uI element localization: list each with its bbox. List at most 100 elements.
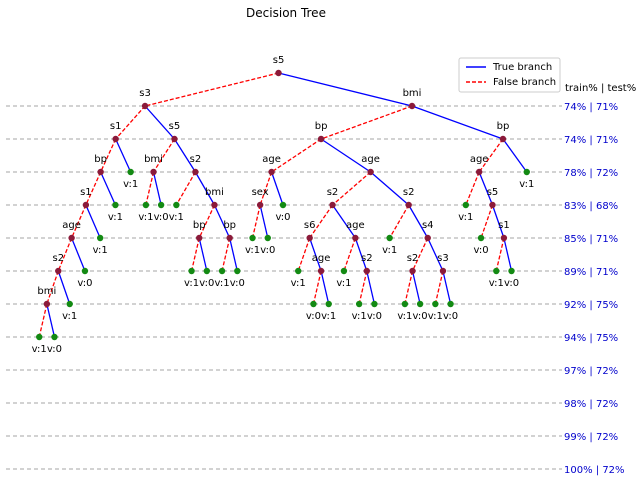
split-feature-label: s6: [304, 220, 316, 231]
leaf-node: [508, 267, 515, 275]
false-branch-edge: [332, 171, 372, 206]
leaf-value-label: v:0: [230, 278, 245, 289]
split-feature-label: bmi: [37, 286, 56, 297]
leaf-node: [477, 234, 485, 242]
leaf-value-label: v:1: [62, 311, 77, 322]
split-feature-label: s2: [52, 253, 64, 264]
split-node: [171, 135, 178, 143]
split-node: [97, 168, 104, 176]
leaf-node: [203, 267, 211, 275]
depth-accuracy-label: 74% | 71%: [564, 102, 618, 113]
leaf-value-label: v:1: [108, 212, 123, 223]
true-branch-edge: [309, 237, 322, 272]
leaf-node: [264, 234, 271, 242]
split-feature-label: bp: [315, 121, 328, 132]
split-node: [475, 168, 483, 176]
split-node: [55, 267, 62, 275]
true-branch-edge: [502, 138, 528, 173]
split-node: [112, 135, 119, 143]
depth-accuracy-label: 74% | 71%: [564, 135, 618, 146]
false-branch-edge: [144, 72, 279, 107]
split-node: [363, 267, 370, 275]
false-branch-edge: [221, 237, 231, 272]
split-feature-label: s4: [422, 220, 434, 231]
leaf-node: [66, 300, 73, 308]
leaf-value-label: v:0: [275, 212, 290, 223]
leaf-value-label: v:0: [474, 245, 489, 256]
depth-accuracy-label: 97% | 72%: [564, 366, 618, 377]
false-branch-edge: [478, 138, 504, 173]
leaf-node: [234, 267, 241, 275]
split-feature-label: s2: [403, 187, 415, 198]
split-node: [196, 234, 203, 242]
split-node: [405, 201, 412, 209]
leaf-node: [432, 300, 439, 308]
leaf-value-label: v:0: [260, 245, 275, 256]
leaf-value-label: v:1: [93, 245, 108, 256]
true-branch-edge: [320, 138, 371, 173]
split-feature-label: s2: [361, 253, 373, 264]
tree-edges: [38, 72, 528, 338]
split-node: [317, 267, 325, 275]
split-node: [352, 234, 359, 242]
leaf-node: [355, 300, 363, 308]
split-node: [367, 168, 374, 176]
split-node: [68, 234, 75, 242]
split-feature-label: s2: [190, 154, 202, 165]
depth-accuracy-label: 78% | 72%: [564, 168, 618, 179]
split-feature-label: s5: [169, 121, 181, 132]
false-branch-edge: [190, 237, 200, 272]
true-branch-edge: [411, 270, 421, 305]
depth-accuracy-label: 98% | 72%: [564, 399, 618, 410]
false-branch-edge: [389, 204, 410, 239]
true-branch-edge: [320, 270, 330, 305]
leaf-value-label: v:1: [169, 212, 184, 223]
split-feature-label: bp: [193, 220, 206, 231]
false-branch-edge: [271, 138, 322, 173]
leaf-node: [325, 300, 332, 308]
leaf-value-label: v:1: [32, 344, 47, 355]
split-node: [408, 102, 416, 110]
true-branch-edge: [478, 171, 494, 206]
tree-nodes: [36, 69, 530, 341]
split-feature-label: s2: [407, 253, 419, 264]
false-branch-edge: [465, 171, 480, 206]
true-branch-edge: [115, 138, 132, 173]
depth-accuracy-header: train% | test%: [565, 83, 636, 94]
true-branch-edge: [144, 105, 175, 140]
legend-false-label: False branch: [493, 77, 556, 88]
split-feature-label: bp: [497, 121, 510, 132]
leaf-node: [157, 201, 165, 209]
true-branch-edge: [278, 72, 413, 107]
leaf-value-label: v:1: [397, 311, 412, 322]
split-node: [499, 135, 507, 143]
split-feature-label: s3: [437, 253, 449, 264]
leaf-node: [493, 267, 500, 275]
leaf-node: [142, 201, 150, 209]
leaf-node: [523, 168, 530, 176]
true-branch-edge: [370, 171, 410, 206]
split-feature-label: age: [361, 154, 380, 165]
true-branch-edge: [331, 204, 356, 239]
leaf-value-label: v:1: [336, 278, 351, 289]
split-node: [150, 168, 157, 176]
split-node: [500, 234, 508, 242]
true-branch-edge: [194, 171, 216, 206]
true-branch-edge: [366, 270, 376, 305]
leaf-node: [36, 333, 43, 341]
leaf-node: [127, 168, 134, 176]
false-branch-edge: [495, 237, 505, 272]
false-branch-edge: [358, 270, 368, 305]
leaf-value-label: v:1: [382, 245, 397, 256]
false-branch-edge: [38, 303, 48, 338]
leaf-node: [310, 300, 317, 308]
split-node: [256, 201, 264, 209]
leaf-value-label: v:0: [367, 311, 382, 322]
leaf-value-label: v:1: [519, 179, 534, 190]
split-node: [82, 201, 90, 209]
depth-accuracy-label: 83% | 68%: [564, 201, 618, 212]
split-feature-label: s1: [498, 220, 510, 231]
depth-accuracy-labels: 74% | 71% 74% | 71% 78% | 72% 83% | 68% 85% …: [564, 102, 625, 476]
false-branch-edge: [480, 204, 494, 239]
